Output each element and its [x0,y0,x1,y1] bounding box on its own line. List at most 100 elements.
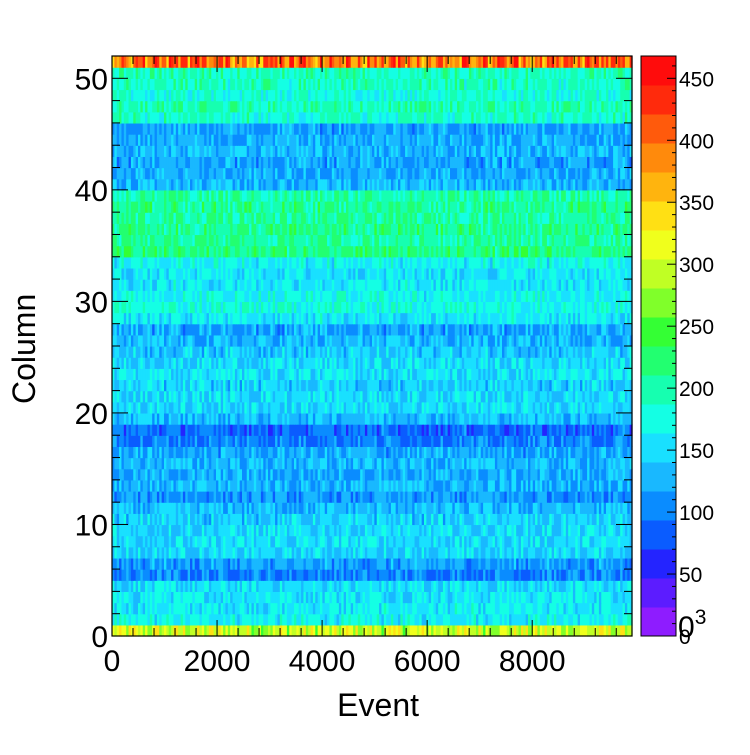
heatmap-cell [223,468,227,481]
heatmap-cell [601,424,605,436]
heatmap-cell [175,591,179,604]
heatmap-cell [282,491,286,503]
heatmap-cell [166,613,170,626]
heatmap-cell [166,546,170,559]
heatmap-cell [438,435,442,447]
heatmap-cell [570,524,574,537]
heatmap-cell [149,602,153,615]
heatmap-cell [518,624,522,637]
heatmap-cell [364,491,368,503]
heatmap-cell [544,502,548,514]
heatmap-cell [438,569,442,581]
heatmap-cell [438,546,442,559]
heatmap-cell [490,435,494,447]
heatmap-cell [310,502,314,514]
heatmap-cell [596,569,600,581]
heatmap-cell [357,479,361,492]
heatmap-cell [400,468,404,481]
heatmap-cell [518,435,522,447]
heatmap-cell [112,624,115,637]
heatmap-cell [152,435,156,447]
heatmap-cell [140,435,144,447]
heatmap-cell [383,524,387,537]
heatmap-cell [624,546,628,559]
heatmap-cell [138,491,141,503]
heatmap-cell [445,424,449,436]
heatmap-cell [185,446,189,459]
heatmap-cell [452,468,456,481]
heatmap-cell [506,557,510,570]
heatmap-cell [584,546,588,559]
heatmap-cell [272,502,276,514]
heatmap-cell [180,446,184,459]
heatmap-cell [535,557,539,570]
heatmap-cell [532,580,536,592]
heatmap-cell [114,546,118,559]
heatmap-cell [485,424,489,436]
heatmap-cell [478,491,482,503]
heatmap-cell [338,468,342,481]
heatmap-cell [296,524,300,537]
heatmap-cell [558,624,562,637]
heatmap-cell [282,412,286,425]
heatmap-cell [201,424,205,436]
heatmap-cell [138,502,141,514]
heatmap-cell [246,602,250,615]
heatmap-cell [554,613,557,626]
heatmap-cell [258,468,262,481]
heatmap-cell [301,491,305,503]
heatmap-cell [386,479,390,492]
heatmap-cell [251,435,255,447]
heatmap-cell [587,602,591,615]
heatmap-cell [244,446,248,459]
heatmap-cell [480,591,484,604]
heatmap-cell [244,412,248,425]
heatmap-cell [478,457,482,470]
heatmap-cell [336,580,340,592]
heatmap-cell [353,468,357,481]
heatmap-cell [476,491,479,503]
heatmap-cell [395,546,399,559]
heatmap-cell [461,569,465,581]
heatmap-cell [433,502,437,514]
heatmap-cell [513,580,517,592]
heatmap-cell [308,513,312,526]
heatmap-cell [341,491,345,503]
heatmap-cell [211,591,215,604]
heatmap-cell [532,546,536,559]
heatmap-cell [114,624,118,637]
heatmap-cell [331,535,335,548]
heatmap-cell [201,591,205,604]
heatmap-cell [336,591,340,604]
heatmap-cell [426,435,430,447]
heatmap-cell [268,468,271,481]
heatmap-cell [511,491,515,503]
heatmap-cell [282,546,286,559]
heatmap-cell [348,602,352,615]
heatmap-cell [334,613,338,626]
heatmap-cell [606,569,609,581]
heatmap-cell [232,513,236,526]
heatmap-cell [346,412,349,425]
heatmap-cell [320,580,323,592]
heatmap-cell [123,457,127,470]
heatmap-cell [520,424,524,436]
heatmap-cell [343,446,347,459]
heatmap-cell [168,502,172,514]
heatmap-cell [561,491,565,503]
heatmap-cell [383,435,387,447]
heatmap-cell [428,557,432,570]
heatmap-cell [246,502,250,514]
heatmap-cell [490,546,494,559]
heatmap-cell [506,624,510,637]
heatmap-cell [589,468,593,481]
heatmap-cell [582,513,586,526]
heatmap-cell [180,591,184,604]
heatmap-cell [194,535,198,548]
heatmap-cell [428,479,432,492]
heatmap-cell [159,569,163,581]
heatmap-cell [268,491,271,503]
heatmap-cell [381,602,385,615]
heatmap-cell [128,613,132,626]
heatmap-cell [230,624,234,637]
